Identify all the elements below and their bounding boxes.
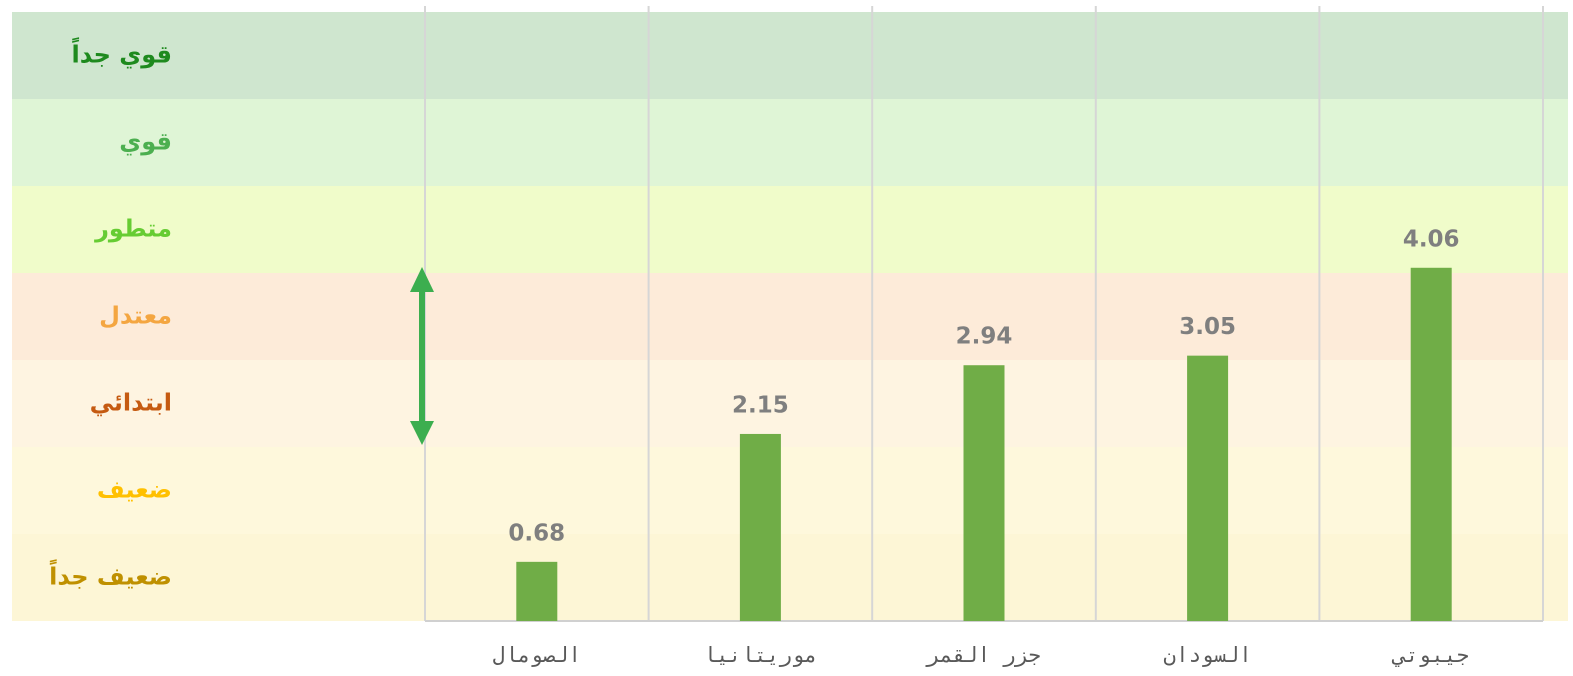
band bbox=[12, 12, 1568, 99]
band-label: ضعيف bbox=[97, 476, 172, 504]
band bbox=[12, 534, 1568, 621]
x-tick-label: السودان bbox=[1163, 643, 1252, 667]
band bbox=[12, 360, 1568, 447]
band bbox=[12, 99, 1568, 186]
band-label: معتدل bbox=[99, 302, 172, 330]
band-label: متطور bbox=[94, 215, 172, 243]
value-label: 4.06 bbox=[1403, 226, 1460, 252]
bar bbox=[963, 365, 1005, 621]
bar bbox=[1187, 355, 1229, 621]
arrow-head bbox=[410, 421, 434, 445]
band bbox=[12, 273, 1568, 360]
x-tick-label: جيبوتي bbox=[1391, 643, 1469, 667]
value-label: 2.94 bbox=[956, 324, 1013, 350]
band-label: قوي جداً bbox=[72, 37, 173, 68]
marks: الصومال 0.68 موريتانيا 2.15 جزر القمر 2.94 الس… bbox=[493, 226, 1469, 667]
bar bbox=[739, 433, 781, 621]
band bbox=[12, 186, 1568, 273]
x-tick-label: جزر القمر bbox=[925, 643, 1041, 667]
value-label: 0.68 bbox=[508, 520, 565, 546]
band-label: ابتدائي bbox=[90, 389, 172, 417]
x-tick-label: موريتانيا bbox=[704, 643, 818, 667]
band-label: قوي bbox=[119, 128, 172, 156]
range-arrow bbox=[410, 267, 434, 445]
band-label: ضعيف جداً bbox=[49, 559, 172, 590]
bar bbox=[1410, 267, 1452, 621]
band bbox=[12, 447, 1568, 534]
arrow-head bbox=[410, 267, 434, 292]
bands: ضعيف جداً ضعيف ابتدائي معتدل متطور قوي قوي جدا… bbox=[12, 12, 1568, 621]
value-label: 2.15 bbox=[732, 392, 789, 418]
bar bbox=[516, 561, 558, 621]
x-tick-label: الصومال bbox=[493, 643, 582, 667]
value-label: 3.05 bbox=[1179, 314, 1236, 340]
